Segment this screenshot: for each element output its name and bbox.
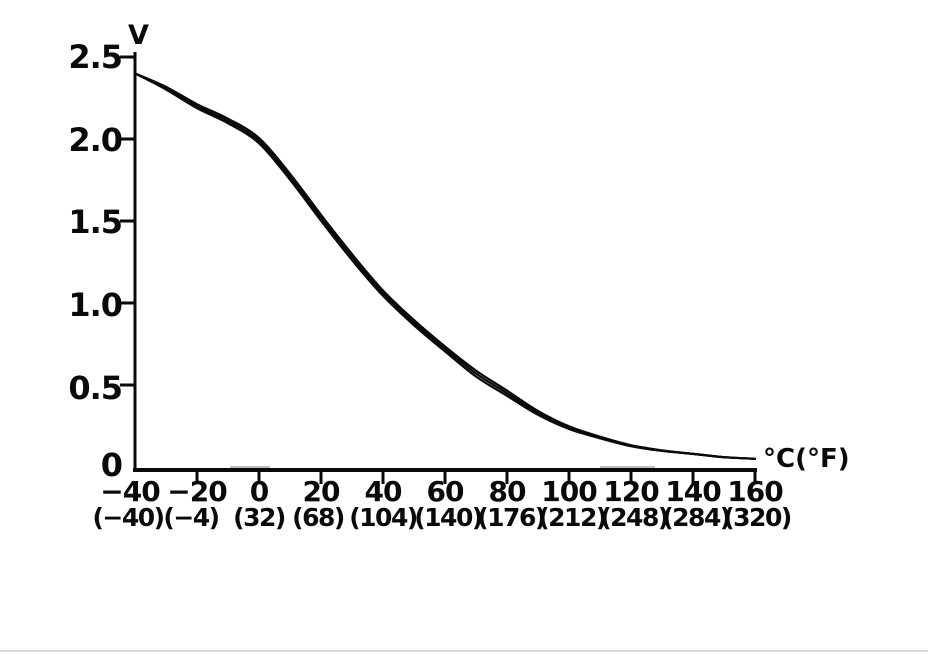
y-axis-unit-label: V (128, 20, 149, 51)
y-tick-label: 1.5 (68, 203, 123, 241)
curve-lower-curve (133, 72, 757, 460)
x-tick-label-f: (140) (414, 503, 483, 532)
y-tick-label: 1.0 (68, 286, 123, 324)
x-tick-label-f: (284) (662, 503, 731, 532)
x-tick-label-f: (32) (233, 503, 286, 532)
x-tick-label-f: (−4) (163, 503, 220, 532)
y-tick-label: 0.5 (68, 369, 123, 407)
x-tick-label-c: 80 (488, 475, 527, 508)
x-tick-label-f: (212) (538, 503, 607, 532)
x-tick-label-f: (−40) (92, 503, 165, 532)
curve-typical-curve (133, 72, 757, 460)
x-tick-label-c: 20 (302, 475, 341, 508)
x-tick-label-c: 120 (603, 475, 659, 508)
x-tick-label-c: 100 (541, 475, 597, 508)
x-tick-label-f: (68) (292, 503, 345, 532)
scan-noise (600, 466, 655, 468)
x-tick-label-f: (176) (477, 503, 546, 532)
x-tick-label-c: −40 (100, 475, 160, 508)
x-tick-label-f: (248) (600, 503, 669, 532)
scan-noise (230, 466, 270, 468)
x-tick-label-c: −20 (167, 475, 227, 508)
x-tick-label-c: 160 (727, 475, 783, 508)
y-tick-label: 0 (100, 446, 123, 484)
x-axis-unit-label: °C(°F) (763, 444, 850, 474)
x-tick-label-c: 0 (249, 475, 270, 508)
x-tick-label-c: 60 (426, 475, 465, 508)
curve-upper-curve (133, 72, 757, 460)
scan-edge (0, 650, 928, 652)
x-tick-label-f: (320) (723, 503, 792, 532)
y-tick-label: 2.5 (68, 38, 123, 76)
x-tick-label-c: 140 (665, 475, 721, 508)
y-tick-label: 2.0 (68, 121, 123, 159)
x-tick-label-c: 40 (364, 475, 403, 508)
x-tick-label-f: (104) (349, 503, 418, 532)
